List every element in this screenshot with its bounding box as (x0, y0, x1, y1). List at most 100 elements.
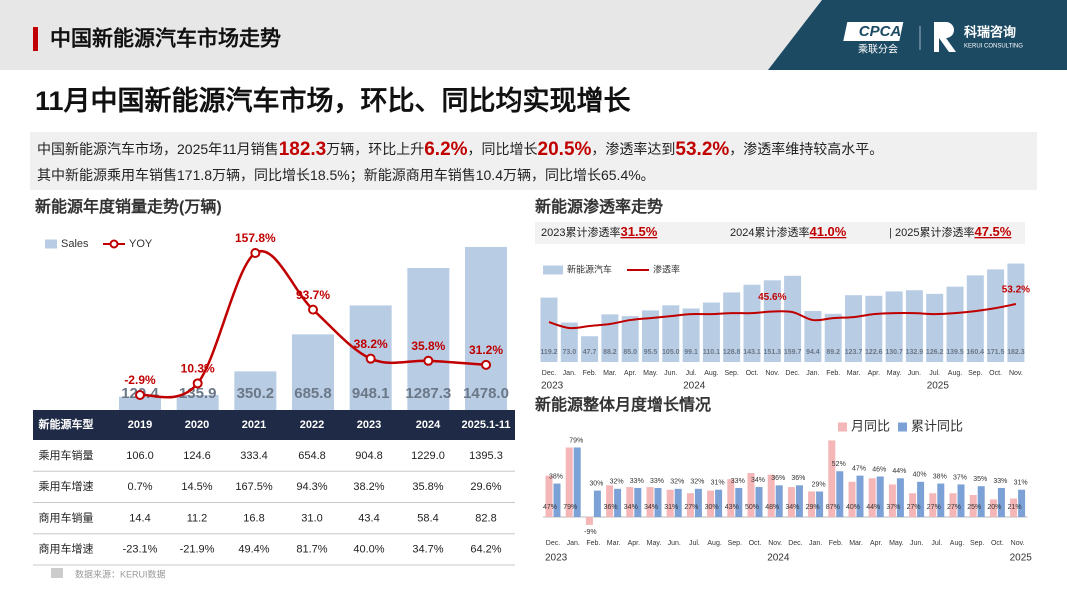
x-year-label: 2024 (767, 553, 790, 564)
annotation-label: 2023累计渗透率 (541, 225, 620, 239)
line (548, 303, 1017, 330)
bar-value-label: 126.2 (926, 349, 944, 356)
header-marker (33, 27, 38, 51)
x-tick-label: Apr. (628, 540, 641, 547)
table-header-cell: 2019 (128, 419, 152, 431)
table-cell: 商用车销量 (39, 510, 94, 524)
bar (784, 275, 802, 362)
line-value-label: 93.7% (296, 288, 330, 302)
table-header-cell: 2023 (357, 419, 381, 431)
x-year-label: 2025 (1010, 553, 1033, 564)
bar (989, 499, 997, 517)
logo-kerui-icon (934, 22, 956, 52)
x-tick-label: May. (889, 540, 904, 547)
annotation: 2023累计渗透率31.5% (541, 224, 658, 239)
chart-title: 新能源年度销量走势(万辆) (35, 197, 222, 216)
logo-kerui-en: KERUI CONSULTING (964, 44, 1023, 50)
summary-highlight: 53.2% (675, 139, 729, 160)
bar (674, 488, 682, 517)
table-cell: 31.0 (301, 512, 322, 524)
line-marker (135, 390, 145, 400)
x-tick-label: Oct. (991, 540, 1004, 547)
bar-value-label: 130.7 (885, 349, 903, 356)
summary-text: 其中新能源乘用车销售171.8万辆，同比增长18.5%；新能源商用车销售10.4… (37, 167, 655, 184)
table-cell: 58.4 (417, 512, 438, 524)
bar (767, 474, 775, 517)
bar (727, 479, 735, 517)
table-cell: 904.8 (355, 450, 383, 462)
x-tick-label: Apr. (868, 370, 881, 377)
annotation-label: 2024累计渗透率 (730, 225, 809, 239)
annotation: 2025累计渗透率47.5% (895, 224, 1012, 239)
table-cell: 106.0 (126, 450, 154, 462)
bar-value-label: 88.2 (603, 349, 617, 356)
bar-value-label: 34% (751, 477, 765, 484)
chart-title: 新能源渗透率走势 (535, 197, 663, 216)
bar (553, 483, 561, 517)
bar (642, 310, 659, 362)
summary-text: 万辆，环比上升 (326, 141, 424, 157)
bar (824, 313, 842, 362)
x-tick-label: May. (887, 370, 902, 377)
bar-value-label: 34% (644, 504, 658, 511)
table-cell: 43.4 (358, 512, 379, 524)
table-cell: 94.3% (296, 481, 327, 493)
logo-kerui: 科瑞咨询 (964, 24, 1016, 39)
legend-label: 渗透率 (653, 263, 680, 274)
bar (540, 297, 558, 362)
table-cell: 654.8 (298, 450, 326, 462)
bar-value-label: 87% (826, 504, 840, 511)
x-tick-label: Dec. (788, 540, 802, 547)
legend-label: 累计同比 (911, 418, 963, 433)
x-tick-label: Jul. (929, 370, 940, 377)
bar-value-label: 30% (705, 504, 719, 511)
summary-line: 其中新能源乘用车销售171.8万辆，同比增长18.5%；新能源商用车销售10.4… (37, 167, 655, 184)
bar-value-label: 151.3 (764, 349, 782, 356)
table-cell: 64.2% (470, 544, 501, 556)
bar (606, 485, 614, 517)
table-cell: 1229.0 (411, 450, 445, 462)
x-tick-label: Sep. (968, 370, 982, 377)
line-marker (423, 355, 434, 366)
annotation-value: 31.5% (620, 224, 657, 239)
bar-value-label: 40% (846, 504, 860, 511)
bar-value-label: 350.2 (237, 385, 275, 402)
bar (573, 447, 581, 517)
summary-highlight: 20.5% (538, 139, 592, 160)
line-marker (308, 304, 319, 315)
source: 数据来源：KERUI数据 (75, 568, 166, 579)
bar-value-label: 47% (852, 465, 866, 472)
legend-swatch (838, 422, 847, 432)
bar-value-label: 34% (624, 504, 638, 511)
x-tick-label: Sep. (728, 540, 742, 547)
x-tick-label: Oct. (746, 370, 759, 377)
x-tick-label: Jun. (908, 370, 921, 377)
table-cell: 40.0% (353, 544, 384, 556)
bar (836, 471, 844, 517)
bar-value-label: 35% (973, 476, 987, 483)
table-header-cell: 2022 (300, 419, 324, 431)
table-cell: 14.4 (129, 512, 150, 524)
table-cell: 11.2 (187, 512, 208, 524)
bar (176, 395, 219, 410)
legend-label: 新能源汽车 (567, 263, 612, 274)
summary-text: ，渗透率维持较高水平。 (729, 141, 883, 157)
bar-value-label: 1287.3 (405, 385, 451, 402)
bar-value-label: 27% (684, 504, 698, 511)
bar-value-label: 110.1 (703, 349, 720, 356)
bar (119, 396, 161, 410)
x-tick-label: Feb. (826, 370, 840, 377)
table-header-cell: 2021 (242, 419, 266, 431)
x-tick-label: Sep. (724, 370, 738, 377)
x-tick-label: Jan. (563, 370, 576, 377)
bar-value-label: 48% (765, 504, 779, 511)
bar-value-label: 37% (953, 474, 967, 481)
bar-value-label: 182.3 (1007, 349, 1025, 356)
bar-value-label: 44% (892, 468, 906, 475)
bar (966, 275, 984, 362)
bar (937, 483, 945, 517)
headline: 11月中国新能源汽车市场，环比、同比均实现增长 (35, 85, 632, 116)
bar-value-label: 36% (604, 504, 618, 511)
line-value-label: -2.9% (124, 373, 156, 387)
bar-value-label: 40% (913, 472, 927, 479)
